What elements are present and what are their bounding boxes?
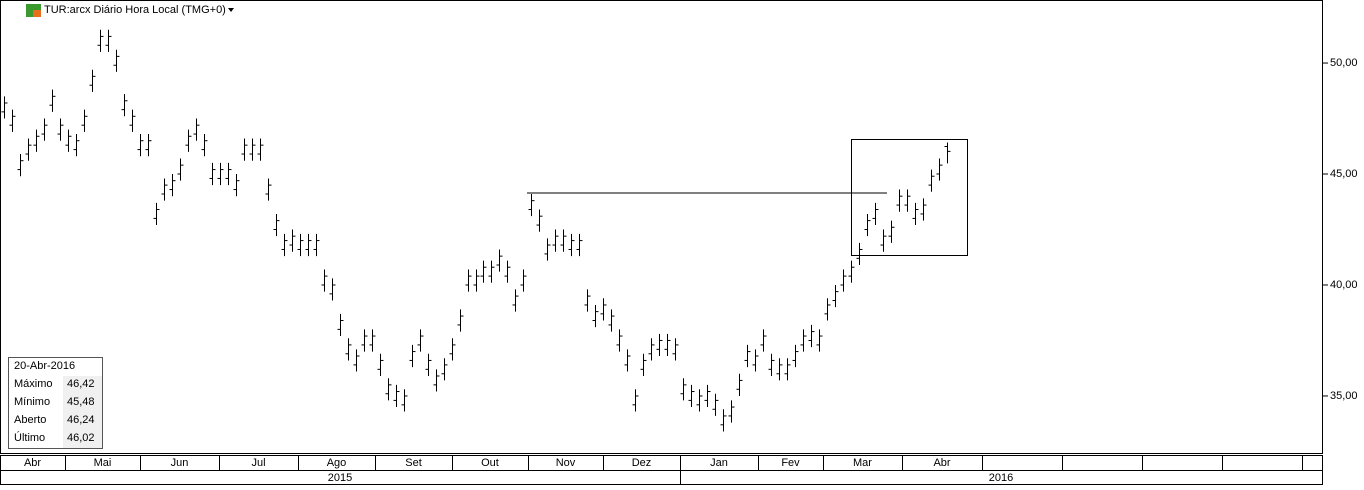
month-label: Out xyxy=(481,457,499,469)
month-label: Abr xyxy=(933,457,950,469)
info-value: 46,02 xyxy=(67,432,95,444)
info-label: Mínimo xyxy=(14,396,50,408)
month-label: Jan xyxy=(710,457,728,469)
annotation-box xyxy=(851,139,968,256)
info-label: Último xyxy=(14,431,45,444)
year-label: 2016 xyxy=(989,472,1013,484)
dropdown-arrow[interactable] xyxy=(228,8,234,12)
info-date: 20-Abr-2016 xyxy=(14,360,75,372)
month-label: Jul xyxy=(251,457,265,469)
month-label: Ago xyxy=(327,457,347,469)
y-tick-label: 35,00 xyxy=(1330,390,1358,402)
month-label: Set xyxy=(405,457,422,469)
y-tick-label: 45,00 xyxy=(1330,168,1358,180)
month-label: Mai xyxy=(94,457,112,469)
y-tick-label: 50,00 xyxy=(1330,57,1358,69)
chart-title[interactable]: TUR:arcx Diário Hora Local (TMG+0) xyxy=(44,4,226,16)
plot-frame xyxy=(0,0,1323,454)
month-label: Nov xyxy=(556,457,576,469)
info-value: 46,24 xyxy=(67,414,95,426)
year-label: 2015 xyxy=(328,472,352,484)
info-value: 45,48 xyxy=(67,396,95,408)
info-label: Máximo xyxy=(14,378,53,390)
info-values-bg xyxy=(63,376,102,448)
month-label: Abr xyxy=(24,457,41,469)
month-label: Mar xyxy=(853,457,872,469)
info-value: 46,42 xyxy=(67,378,95,390)
month-label: Fev xyxy=(781,457,800,469)
month-label: Jun xyxy=(171,457,189,469)
y-tick-label: 40,00 xyxy=(1330,279,1358,291)
icon xyxy=(33,10,41,17)
month-label: Dez xyxy=(632,457,652,469)
info-label: Aberto xyxy=(14,414,46,426)
